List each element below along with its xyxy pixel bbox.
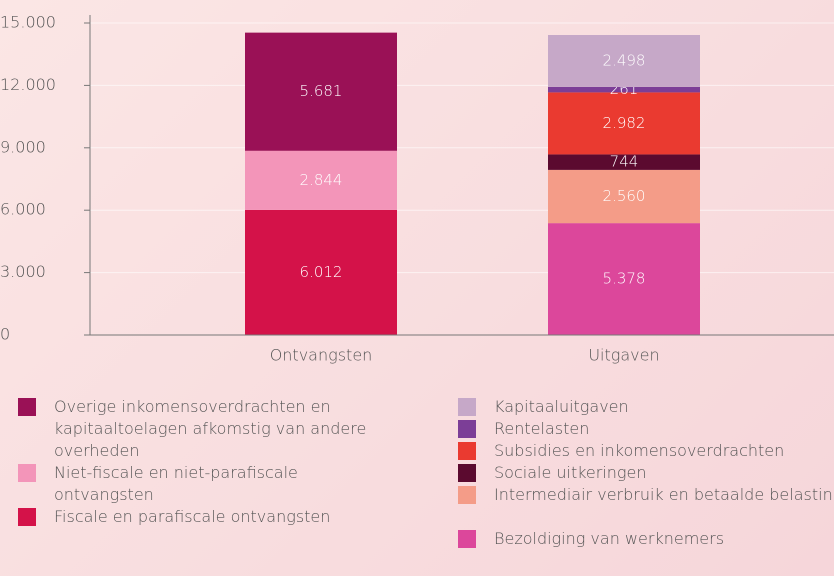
value-label: 744: [610, 153, 639, 171]
legend-label: Bezoldiging van werknemers: [494, 529, 725, 548]
legend-swatch: [458, 398, 476, 416]
y-tick-label: 15.000: [0, 13, 56, 32]
bar-segment: [245, 150, 397, 210]
value-label: 2.560: [603, 187, 646, 205]
legend-swatch: [458, 442, 476, 460]
legend-swatch: [18, 398, 36, 416]
bar-segment: [548, 92, 700, 155]
bar-segment: [548, 154, 700, 170]
y-tick-label: 12.000: [0, 75, 56, 94]
y-tick-label: 0: [0, 325, 10, 344]
value-label: 6.012: [300, 263, 343, 281]
legend-label: Kapitaaluitgaven: [494, 397, 629, 416]
legend-swatch: [458, 530, 476, 548]
legend-swatch: [458, 464, 476, 482]
legend-swatch: [458, 486, 476, 504]
bar-segment: [245, 32, 397, 151]
bar-segment: [245, 209, 397, 335]
legend-swatch: [18, 464, 36, 482]
y-tick-label: 9.000: [0, 137, 46, 156]
legend-label: Niet-fiscale en niet-parafiscale ontvang…: [54, 463, 298, 504]
bar-segment: [548, 35, 700, 87]
bar-segment: [548, 223, 700, 335]
legend-label: Sociale uitkeringen: [494, 463, 647, 482]
y-tick-label: 6.000: [0, 200, 46, 219]
legend-swatch: [18, 508, 36, 526]
value-label: 2.498: [603, 51, 646, 69]
x-tick-label: Uitgaven: [588, 346, 659, 365]
x-tick-label: Ontvangsten: [270, 346, 373, 365]
bar-segment: [548, 86, 700, 93]
legend-label: Subsidies en inkomensoverdrachten: [494, 441, 785, 460]
value-label: 5.681: [300, 82, 343, 100]
legend-label: Overige inkomensoverdrachten en kapitaal…: [54, 397, 367, 460]
bar-segment: [548, 169, 700, 224]
legend-label: Fiscale en parafiscale ontvangsten: [54, 507, 331, 526]
legend-swatch: [458, 420, 476, 438]
value-label: 5.378: [603, 270, 646, 288]
value-label: 2.844: [300, 171, 343, 189]
legend-label: Intermediair verbruik en betaalde belast…: [494, 485, 834, 504]
legend-label: Rentelasten: [494, 419, 590, 438]
value-label: 2.982: [603, 114, 646, 132]
y-tick-label: 3.000: [0, 262, 46, 281]
